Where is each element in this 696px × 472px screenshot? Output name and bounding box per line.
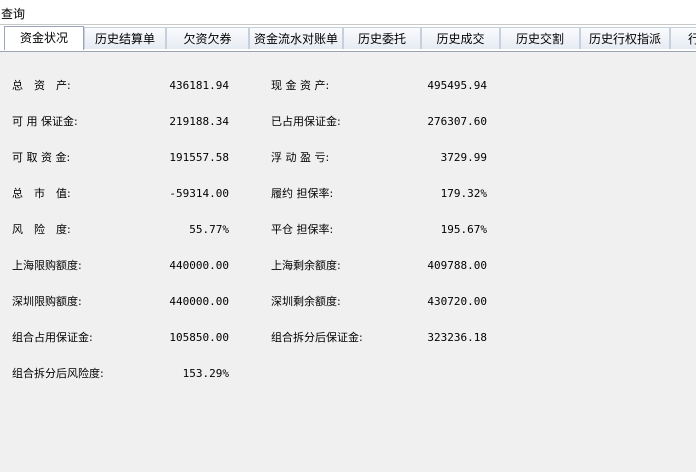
tab[interactable]: 欠资欠券 [166, 27, 249, 49]
field-value: 276307.60 [427, 115, 487, 128]
field-label: 浮 动 盈 亏: [271, 151, 330, 164]
field-label: 深圳限购额度: [12, 295, 82, 308]
field-label: 组合拆分后保证金: [271, 331, 363, 344]
field-value: 195.67% [440, 223, 487, 236]
field-label: 可 用 保证金: [12, 115, 78, 128]
field-value: 323236.18 [427, 331, 487, 344]
field-label: 已占用保证金: [271, 115, 341, 128]
tab[interactable]: 行权 [670, 27, 696, 49]
field-value: 55.77% [189, 223, 229, 236]
field-label: 深圳剩余额度: [271, 295, 341, 308]
field-label: 上海剩余额度: [271, 259, 341, 272]
field-label: 可 取 资 金: [12, 151, 71, 164]
field-label: 风 险 度: [12, 223, 71, 236]
field-value: 219188.34 [169, 115, 229, 128]
field-label: 履约 担保率: [271, 187, 334, 200]
field-value: -59314.00 [169, 187, 229, 200]
field-value: 3729.99 [440, 151, 487, 164]
content-panel: 总 资 产: 436181.94 现 金 资 产: 495495.94 可 用 保证金:… [0, 52, 696, 472]
tab[interactable]: 历史交割 [500, 27, 580, 49]
field-value: 440000.00 [169, 259, 229, 272]
tab-bar: 资金状况历史结算单欠资欠券资金流水对账单历史委托历史成交历史交割历史行权指派行权 [0, 25, 696, 52]
window-title: 查询 [1, 7, 26, 21]
field-value: 430720.00 [427, 295, 487, 308]
field-label: 现 金 资 产: [271, 79, 330, 92]
field-value: 153.29% [182, 367, 229, 380]
field-value: 436181.94 [169, 79, 229, 92]
field-value: 409788.00 [427, 259, 487, 272]
title-bar: 查询 [0, 0, 696, 25]
field-value: 105850.00 [169, 331, 229, 344]
tab[interactable]: 历史行权指派 [580, 27, 670, 49]
tab[interactable]: 资金流水对账单 [249, 27, 343, 49]
field-value: 495495.94 [427, 79, 487, 92]
tab[interactable]: 资金状况 [4, 26, 84, 50]
field-label: 总 市 值: [12, 187, 71, 200]
field-value: 179.32% [440, 187, 487, 200]
field-value: 440000.00 [169, 295, 229, 308]
tab[interactable]: 历史委托 [343, 27, 421, 49]
tab[interactable]: 历史结算单 [84, 27, 166, 49]
field-value: 191557.58 [169, 151, 229, 164]
field-label: 组合拆分后风险度: [12, 367, 104, 380]
tab[interactable]: 历史成交 [421, 27, 500, 49]
field-label: 总 资 产: [12, 79, 71, 92]
field-label: 上海限购额度: [12, 259, 82, 272]
field-label: 组合占用保证金: [12, 331, 93, 344]
field-label: 平仓 担保率: [271, 223, 334, 236]
